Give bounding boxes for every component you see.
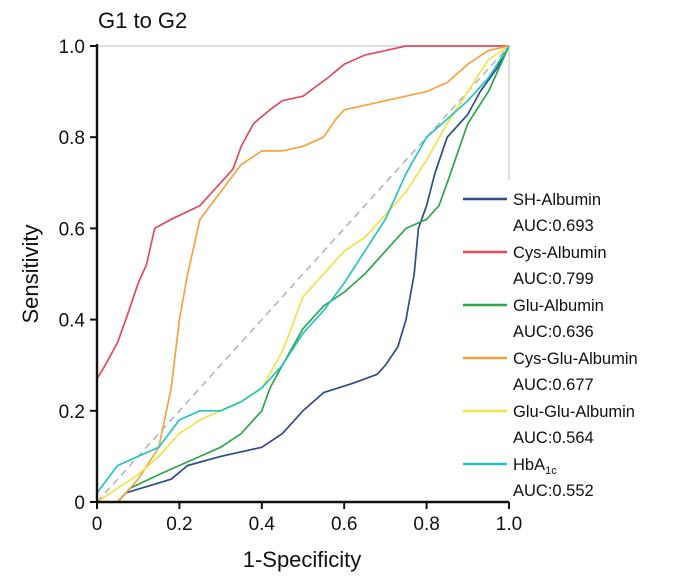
legend-series-name: Glu-Albumin: [513, 297, 604, 315]
legend-series-name: HbA1c: [513, 456, 557, 477]
chart-title: G1 to G2: [98, 8, 187, 33]
series-line-3: [97, 45, 510, 503]
series-line-2: [96, 45, 509, 380]
legend-series-name: Cys-Glu-Albumin: [513, 350, 638, 368]
legend-auc-label: AUC:0.677: [513, 376, 594, 394]
x-tick-label: 0.8: [413, 514, 439, 535]
legend-auc-label: AUC:0.564: [513, 429, 594, 447]
series-layer: [96, 45, 510, 503]
y-tick-label: 0: [74, 493, 85, 514]
x-tick-label: 0.2: [166, 514, 192, 535]
series-line-6: [96, 45, 510, 494]
y-tick-label: 0.4: [59, 311, 86, 332]
series-line-5: [96, 45, 510, 503]
reference-diagonal: [96, 45, 510, 503]
plot-frame: [97, 45, 510, 180]
x-tick-label: 0.6: [331, 514, 357, 535]
axes: 00 0.2 0.2 0.4 0.4 0.6 0.6 0.8 0.8 1.0 1.0: [59, 37, 523, 535]
legend-auc-label: AUC:0.799: [513, 270, 594, 288]
x-axis-label: 1-Specificity: [243, 547, 362, 572]
y-axis-label: Sensitivity: [18, 224, 43, 323]
y-tick-label: 1.0: [59, 37, 85, 58]
y-tick-label: 0.6: [59, 219, 85, 240]
legend-series-name: Glu-Glu-Albumin: [513, 403, 635, 421]
series-line-1: [97, 45, 510, 503]
legend-auc-label: AUC:0.552: [513, 482, 594, 500]
legend: SH-Albumin AUC:0.693 Cys-Albumin AUC:0.799 G…: [463, 191, 638, 500]
legend-series-name: SH-Albumin: [513, 191, 601, 209]
x-tick-label: 0: [92, 514, 103, 535]
legend-series-name: Cys-Albumin: [513, 244, 607, 262]
x-tick-label: 0.4: [249, 514, 276, 535]
y-tick-label: 0.8: [59, 128, 85, 149]
y-tick-label: 0.2: [59, 402, 85, 423]
x-tick-label: 1.0: [496, 514, 522, 535]
series-line-4: [97, 45, 510, 503]
legend-auc-label: AUC:0.636: [513, 323, 594, 341]
legend-auc-label: AUC:0.693: [513, 217, 594, 235]
